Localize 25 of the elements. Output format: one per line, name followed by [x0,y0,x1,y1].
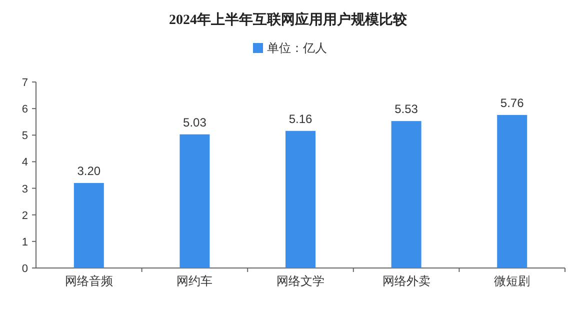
data-label: 5.16 [288,112,312,126]
data-label: 5.76 [500,96,524,110]
y-tick-label: 4 [22,156,28,169]
y-tick-label: 1 [22,236,28,248]
y-tick-label: 0 [22,263,28,275]
y-tick-label: 2 [22,210,28,222]
y-tick-label: 6 [22,104,28,116]
x-tick-label: 网络外卖 [382,274,430,288]
x-tick-label: 网络音频 [64,274,113,288]
bar [391,121,422,268]
bar [74,182,104,268]
data-label: 3.20 [77,164,101,178]
x-tick-label: 网络文学 [276,274,324,288]
x-tick-label: 微短剧 [494,274,530,288]
data-label: 5.03 [183,115,207,130]
bar [286,130,316,268]
x-tick-label: 网约车 [176,274,213,288]
y-tick-label: 5 [22,130,28,142]
y-tick-label: 3 [22,183,28,196]
chart-title: 2024年上半年互联网应用用户规模比较 [169,11,408,28]
y-tick-label: 7 [22,77,28,89]
bar [180,134,210,268]
bar [497,114,528,268]
data-label: 5.53 [394,102,418,116]
legend-label: 单位：亿人 [267,41,327,55]
